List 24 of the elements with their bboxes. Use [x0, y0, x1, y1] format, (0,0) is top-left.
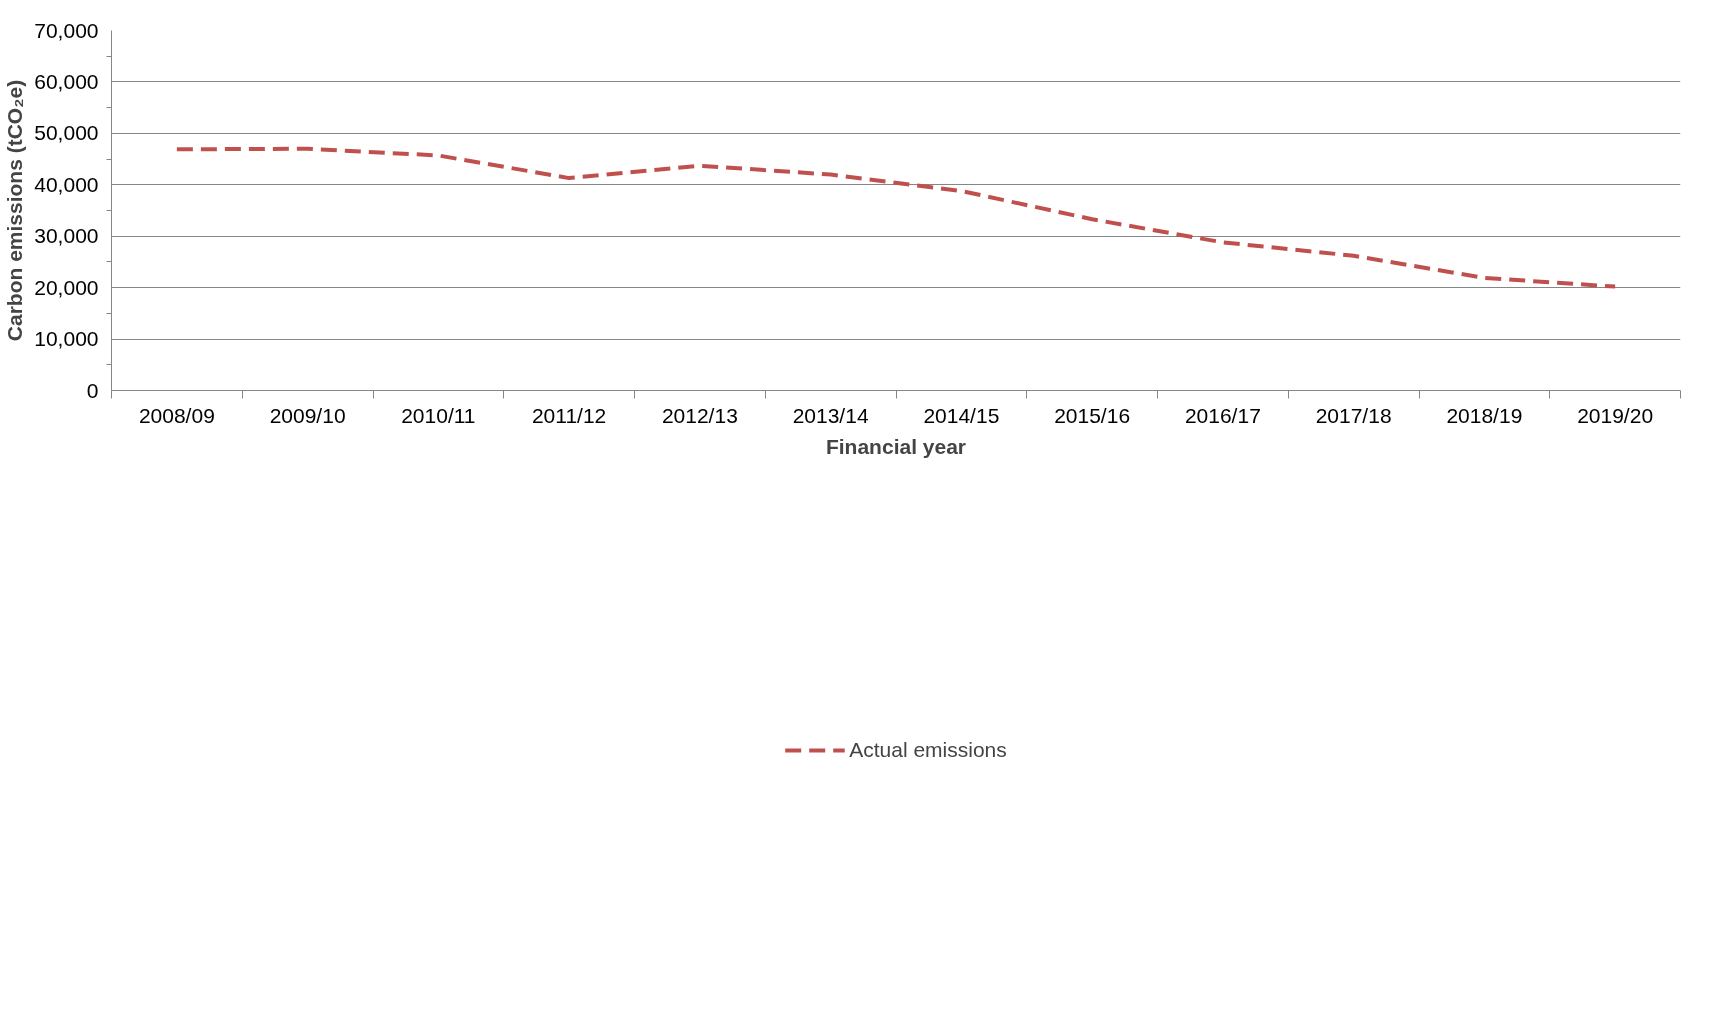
- y-tick-label: 0: [86, 378, 99, 402]
- y-tick-label: 40,000: [34, 172, 99, 196]
- x-tick-label: 2019/20: [1577, 403, 1654, 427]
- y-tick-label: 70,000: [34, 18, 99, 42]
- x-axis-title: Financial year: [825, 434, 967, 458]
- x-tick-label: 2013/14: [792, 403, 869, 427]
- y-tick-label: 20,000: [34, 275, 99, 299]
- legend-label: Actual emissions: [849, 738, 1007, 762]
- x-tick-label: 2017/18: [1315, 403, 1392, 427]
- y-axis-title: Carbon emissions (tCO₂e): [3, 79, 27, 342]
- y-tick-label: 10,000: [34, 327, 99, 351]
- x-tick-label: 2018/19: [1446, 403, 1523, 427]
- y-tick-label: 30,000: [34, 224, 99, 248]
- x-tick-label: 2016/17: [1184, 403, 1261, 427]
- y-tick-label: 60,000: [34, 69, 99, 93]
- y-tick-label: 50,000: [34, 121, 99, 145]
- x-tick-label: 2008/09: [138, 403, 215, 427]
- x-tick-label: 2010/11: [401, 403, 476, 427]
- x-tick-label: 2014/15: [923, 403, 1000, 427]
- x-tick-label: 2009/10: [269, 403, 346, 427]
- x-tick-label: 2011/12: [531, 403, 607, 427]
- line-series: [174, 146, 1618, 289]
- x-tick-label: 2012/13: [661, 403, 738, 427]
- x-tick-label: 2015/16: [1054, 403, 1131, 427]
